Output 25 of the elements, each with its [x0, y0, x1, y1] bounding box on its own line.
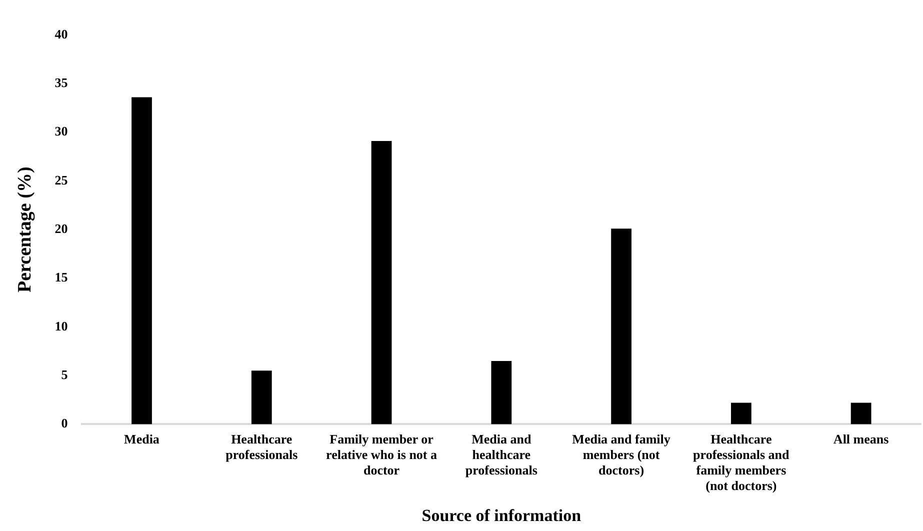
y-tick-label: 0: [61, 416, 68, 431]
bar: [730, 402, 752, 424]
y-tick-label: 30: [54, 124, 68, 139]
x-tick-label: Media and family members (not doctors): [572, 431, 671, 478]
bar: [850, 402, 872, 424]
x-tick-label: Family member or relative who is not a doctor: [326, 431, 438, 478]
x-axis-title: Source of information: [422, 506, 582, 526]
bar: [611, 228, 632, 424]
y-axis-title: Percentage (%): [14, 166, 36, 292]
bar: [132, 97, 152, 424]
x-tick-label: Healthcare professionals: [226, 431, 298, 462]
y-tick-label: 20: [54, 220, 68, 236]
y-tick-label: 10: [54, 318, 68, 334]
y-tick-label: 15: [54, 270, 68, 285]
x-tick-label: Media: [124, 431, 160, 446]
y-tick-label: 35: [54, 75, 68, 90]
x-tick-label: Healthcare professionals and family members (not doctors): [693, 431, 790, 494]
bar: [371, 141, 392, 424]
x-tick-label: All means: [833, 431, 889, 446]
bar: [251, 370, 272, 424]
y-tick-label: 40: [54, 26, 68, 42]
y-tick-label: 25: [54, 172, 68, 188]
y-tick-label: 5: [61, 366, 68, 382]
bar: [491, 360, 512, 424]
x-tick-label: Media and healthcare professionals: [465, 431, 538, 478]
